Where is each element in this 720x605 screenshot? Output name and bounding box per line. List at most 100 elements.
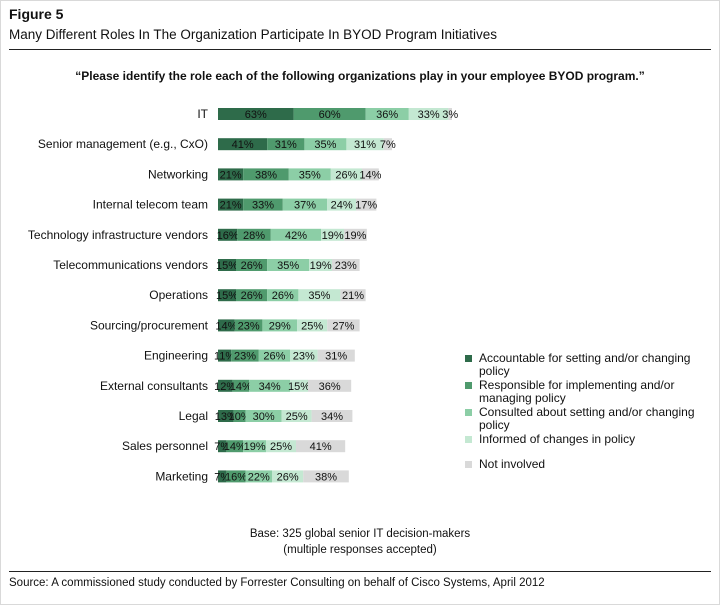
data-label-internal-telecom-team-series-3: 37%: [294, 200, 316, 212]
bar-segment-operations-series-5: [340, 289, 366, 302]
data-label-engineering-series-5: 31%: [325, 351, 347, 363]
legend-label-3: Consulted about setting and/or changing …: [479, 405, 695, 432]
data-label-it-series-1: 63%: [245, 109, 267, 121]
bar-segment-networking-series-3: [288, 168, 331, 181]
bar-segment-telecommunications-vendors-series-3: [267, 259, 310, 271]
bar-segment-marketing-series-2: [226, 470, 246, 483]
bar-segment-senior-management-e-g-cxo-series-3: [304, 138, 347, 151]
bar-segment-external-consultants-series-2: [232, 379, 250, 392]
legend-item-2: Responsible for implementing and/or mana…: [465, 379, 705, 404]
bar-segment-telecommunications-vendors-series-1: [218, 259, 236, 271]
bar-segment-legal-series-5: [311, 410, 353, 422]
bar-segment-internal-telecom-team-series-1: [218, 198, 244, 211]
data-label-operations-series-1: 15%: [216, 290, 238, 302]
category-label-telecommunications-vendors: Telecommunications vendors: [53, 258, 208, 272]
category-label-external-consultants: External consultants: [100, 379, 208, 393]
bar-segment-sales-personnel-series-4: [266, 440, 296, 453]
data-label-sourcing-procurement-series-3: 29%: [269, 320, 291, 332]
data-label-internal-telecom-team-series-1: 21%: [220, 200, 242, 212]
bar-segment-marketing-series-1: [218, 470, 227, 483]
bar-segment-it-series-4: [408, 108, 449, 120]
data-label-legal-series-5: 34%: [321, 411, 343, 423]
legend-item-4: Informed of changes in policy: [465, 433, 705, 446]
data-label-operations-series-3: 26%: [272, 290, 294, 302]
bar-segment-technology-infrastructure-vendors-series-1: [218, 228, 238, 241]
figure-label: Figure 5: [9, 6, 64, 22]
bar-segment-networking-series-1: [218, 168, 244, 181]
data-label-marketing-series-5: 38%: [315, 471, 337, 483]
data-label-senior-management-e-g-cxo-series-4: 31%: [354, 139, 376, 151]
category-label-technology-infrastructure-vendors: Technology infrastructure vendors: [28, 228, 208, 242]
data-label-senior-management-e-g-cxo-series-5: 7%: [380, 139, 396, 151]
legend-item-5: Not involved: [465, 457, 705, 471]
data-label-marketing-series-3: 22%: [248, 471, 270, 483]
base-note: Base: 325 global senior IT decision-make…: [0, 526, 720, 558]
data-label-networking-series-4: 26%: [335, 169, 357, 181]
bar-segment-technology-infrastructure-vendors-series-4: [321, 228, 344, 241]
bar-segment-operations-series-1: [218, 289, 236, 302]
data-label-networking-series-1: 21%: [220, 169, 242, 181]
bar-segment-technology-infrastructure-vendors-series-5: [344, 228, 367, 241]
data-label-sourcing-procurement-series-2: 23%: [238, 320, 260, 332]
category-label-legal: Legal: [179, 409, 208, 423]
legend-swatch-1: [465, 355, 472, 362]
bar-segment-legal-series-3: [245, 410, 282, 422]
data-label-internal-telecom-team-series-4: 24%: [331, 200, 353, 212]
data-label-it-series-3: 36%: [376, 109, 398, 121]
bar-segment-internal-telecom-team-series-5: [356, 198, 377, 211]
data-label-sourcing-procurement-series-4: 25%: [301, 320, 323, 332]
data-label-sales-personnel-series-1: 7%: [214, 441, 230, 453]
data-label-technology-infrastructure-vendors-series-3: 42%: [285, 230, 307, 242]
bar-segment-engineering-series-2: [231, 349, 259, 362]
category-label-sales-personnel: Sales personnel: [122, 439, 208, 453]
bar-segment-internal-telecom-team-series-2: [243, 198, 283, 211]
data-label-external-consultants-series-1: 12%: [214, 381, 236, 393]
data-label-engineering-series-4: 23%: [293, 351, 315, 363]
data-label-operations-series-2: 26%: [241, 290, 263, 302]
bar-segment-engineering-series-3: [258, 349, 290, 362]
category-label-sourcing-procurement: Sourcing/procurement: [90, 318, 209, 332]
bar-segment-senior-management-e-g-cxo-series-2: [267, 138, 305, 151]
category-label-networking: Networking: [148, 167, 208, 181]
data-label-sourcing-procurement-series-1: 14%: [215, 320, 237, 332]
bar-segment-operations-series-4: [298, 289, 341, 302]
bar-segment-sales-personnel-series-5: [296, 440, 346, 453]
data-label-telecommunications-vendors-series-3: 35%: [277, 260, 299, 272]
data-label-external-consultants-series-2: 14%: [230, 381, 252, 393]
data-label-technology-infrastructure-vendors-series-1: 16%: [217, 230, 239, 242]
bar-segment-sourcing-procurement-series-2: [234, 319, 263, 332]
bar-segment-senior-management-e-g-cxo-series-1: [218, 138, 268, 151]
bar-segment-marketing-series-5: [303, 470, 349, 483]
data-label-operations-series-4: 35%: [308, 290, 330, 302]
legend-swatch-3: [465, 409, 472, 416]
bar-segment-operations-series-2: [236, 289, 268, 302]
bar-segment-it-series-2: [293, 108, 366, 120]
data-label-networking-series-5: 14%: [359, 169, 381, 181]
category-label-it: IT: [197, 107, 208, 121]
data-label-external-consultants-series-3: 34%: [259, 381, 281, 393]
data-label-sales-personnel-series-3: 19%: [244, 441, 266, 453]
bar-segment-operations-series-3: [267, 289, 299, 302]
data-label-external-consultants-series-4: 15%: [288, 381, 310, 393]
legend-swatch-4: [465, 436, 472, 443]
legend-swatch-5: [465, 460, 472, 468]
data-label-it-series-4: 33%: [418, 109, 440, 121]
bar-segment-technology-infrastructure-vendors-series-3: [270, 228, 322, 241]
data-label-technology-infrastructure-vendors-series-5: 19%: [344, 230, 366, 242]
category-label-operations: Operations: [149, 288, 208, 302]
legend-label-4: Informed of changes in policy: [479, 432, 636, 446]
data-label-external-consultants-series-5: 36%: [319, 381, 341, 393]
data-label-senior-management-e-g-cxo-series-2: 31%: [275, 139, 297, 151]
data-label-sales-personnel-series-4: 25%: [270, 441, 292, 453]
legend-label-1: Accountable for setting and/or changing …: [479, 351, 691, 378]
data-label-networking-series-3: 35%: [299, 169, 321, 181]
bar-segment-it-series-1: [218, 108, 294, 120]
data-label-internal-telecom-team-series-5: 17%: [355, 200, 377, 212]
bar-segment-engineering-series-4: [290, 349, 318, 362]
data-label-networking-series-2: 38%: [255, 169, 277, 181]
bar-segment-networking-series-5: [362, 168, 379, 181]
bar-segment-engineering-series-1: [218, 349, 232, 362]
bar-segment-marketing-series-4: [272, 470, 304, 483]
bar-segment-it-series-5: [448, 108, 452, 120]
